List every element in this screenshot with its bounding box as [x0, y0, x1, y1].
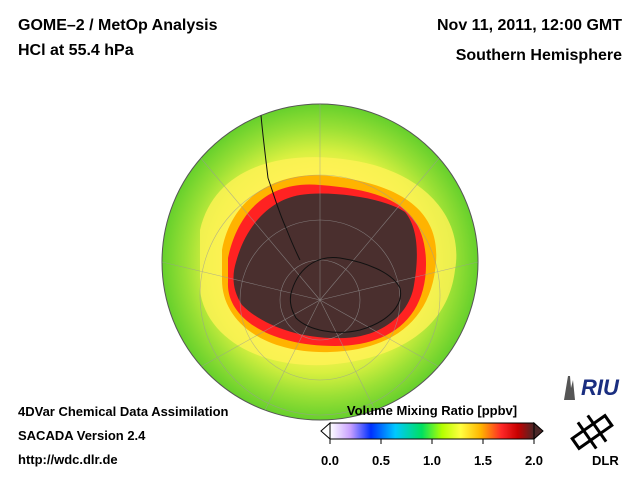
timestamp: Nov 11, 2011, 12:00 GMT	[437, 17, 622, 34]
colorbar-tick-label: 0.5	[371, 453, 391, 468]
colorbar-tick-marks	[329, 439, 535, 444]
colorbar-gradient	[329, 422, 535, 440]
colorbar-tick-label: 2.0	[524, 453, 544, 468]
dlr-logo-text: DLR	[592, 453, 619, 468]
colorbar-tick-label: 1.0	[422, 453, 442, 468]
colorbar-tick-label: 0.0	[320, 453, 340, 468]
riu-logo-icon	[564, 376, 575, 400]
colorbar-over-arrow	[533, 421, 544, 441]
footer-url[interactable]: http://wdc.dlr.de	[18, 452, 118, 467]
polar-vortex	[233, 193, 417, 339]
riu-logo-text: RIU	[581, 375, 619, 400]
footer-version: SACADA Version 2.4	[18, 428, 146, 443]
region-label: Southern Hemisphere	[455, 47, 622, 64]
colorbar	[320, 421, 544, 444]
colorbar-under-arrow	[320, 421, 331, 441]
title-line-2: HCl at 55.4 hPa	[18, 42, 134, 59]
title-line-1: GOME–2 / MetOp Analysis	[18, 17, 218, 34]
footer-method: 4DVar Chemical Data Assimilation	[18, 404, 229, 419]
colorbar-title: Volume Mixing Ratio [ppbv]	[346, 403, 518, 418]
colorbar-tick-label: 1.5	[473, 453, 493, 468]
dlr-logo-icon	[570, 413, 614, 451]
